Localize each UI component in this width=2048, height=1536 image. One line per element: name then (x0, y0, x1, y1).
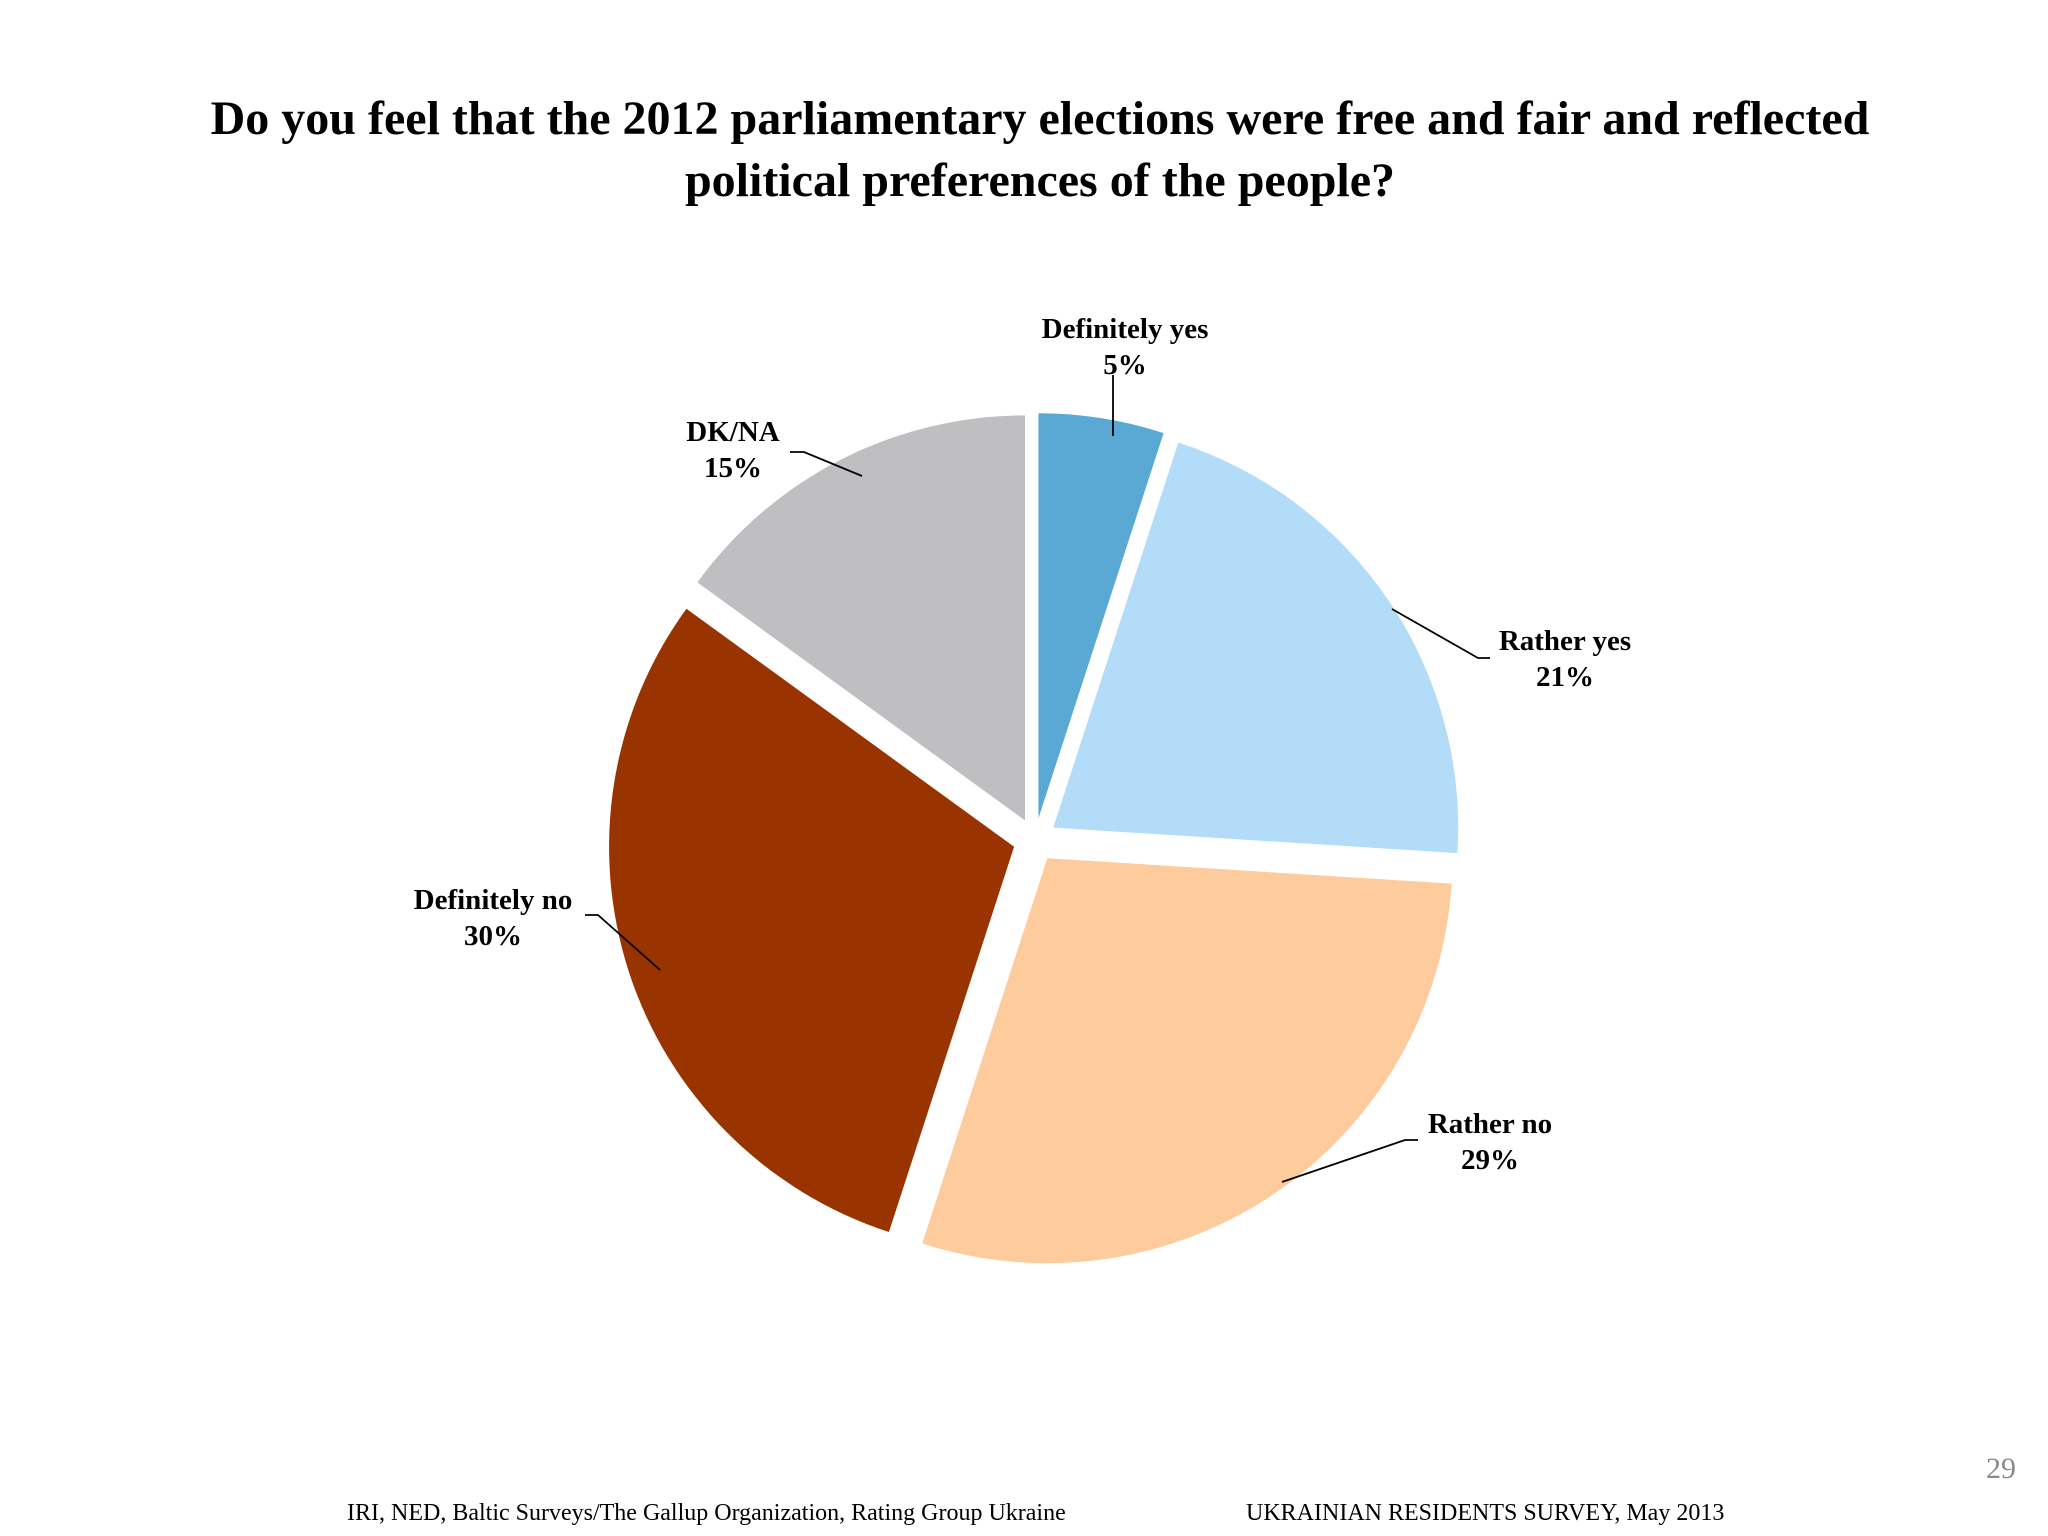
footer-survey: UKRAINIAN RESIDENTS SURVEY, May 2013 (1246, 1500, 1725, 1526)
chart-title: Do you feel that the 2012 parliamentary … (100, 88, 1980, 212)
slice-label-definitely-no: Definitely no (414, 884, 573, 916)
slice-value-rather-no: 29% (1461, 1144, 1519, 1176)
pie-slice-rather-no (922, 858, 1452, 1264)
pie-slice-rather-yes (1053, 442, 1459, 854)
slice-label-rather-yes: Rather yes (1499, 625, 1631, 657)
leader-line-definitely-no (585, 914, 661, 971)
slice-value-definitely-no: 30% (464, 920, 522, 952)
chart-title-line1: Do you feel that the 2012 parliamentary … (210, 92, 1870, 145)
page-number: 29 (1986, 1452, 2016, 1485)
leader-line-dk-na (790, 451, 863, 477)
slice-value-rather-yes: 21% (1536, 661, 1594, 693)
pie-slice-definitely-no (609, 608, 1015, 1232)
footer-source: IRI, NED, Baltic Surveys/The Gallup Orga… (347, 1500, 1066, 1526)
slice-value-definitely-yes: 5% (1103, 349, 1147, 381)
slice-label-rather-no: Rather no (1428, 1108, 1552, 1140)
slice-label-definitely-yes: Definitely yes (1042, 313, 1209, 345)
slice-value-dk-na: 15% (704, 452, 762, 484)
pie-slice-definitely-yes (1038, 413, 1164, 819)
pie-slice-dk-na (697, 415, 1026, 821)
leader-line-rather-yes (1391, 608, 1490, 659)
leader-line-rather-no (1281, 1139, 1418, 1183)
chart-title-line2: political preferences of the people? (684, 154, 1396, 207)
slice-label-dk-na: DK/NA (686, 416, 780, 448)
